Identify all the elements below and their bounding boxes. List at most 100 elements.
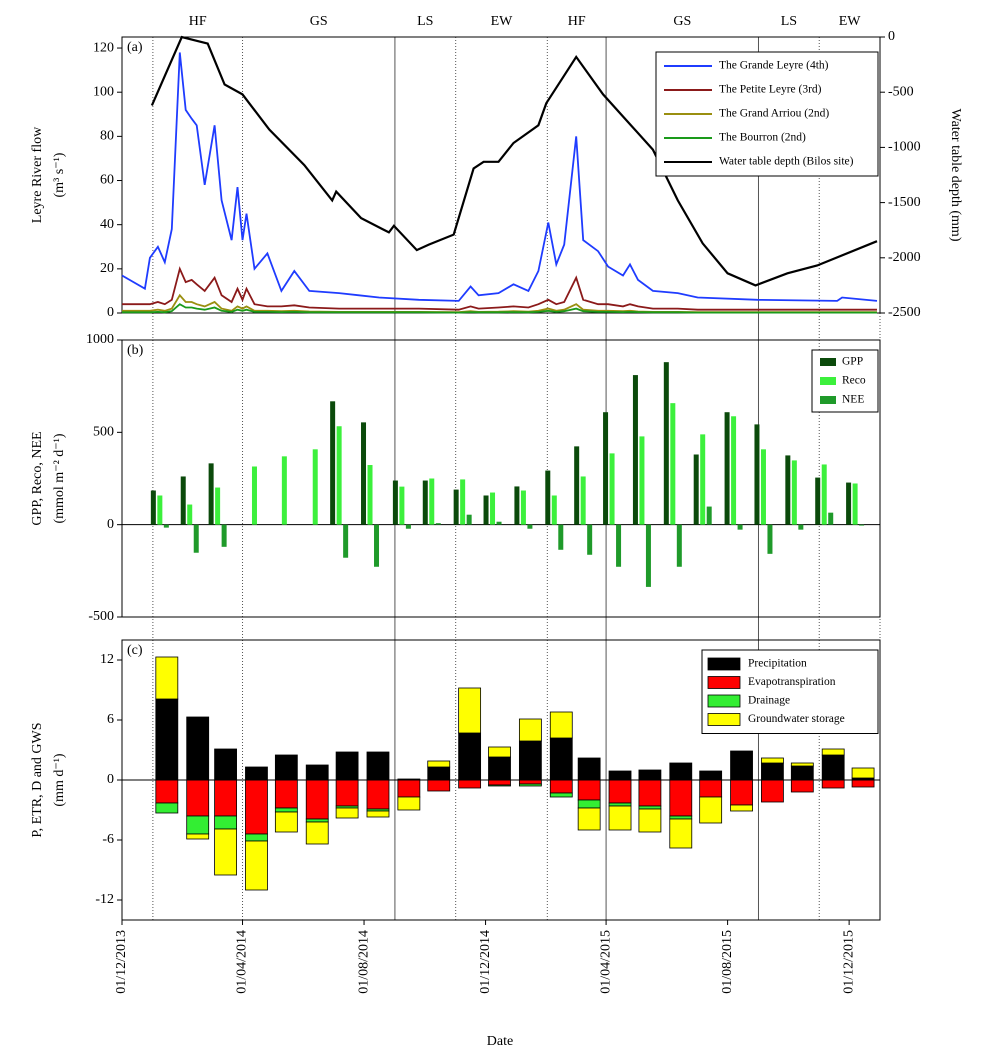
- bar-segment: [245, 766, 268, 781]
- bar-segment: [366, 779, 390, 810]
- bar-segment: [730, 779, 753, 806]
- bar: [791, 460, 797, 525]
- bar-segment: [274, 811, 298, 833]
- bar-segment: [274, 754, 298, 781]
- season-label: EW: [491, 14, 514, 29]
- x-tick-label: 01/12/2013: [114, 930, 129, 994]
- bar-segment: [335, 779, 359, 807]
- bar-segment: [397, 779, 421, 798]
- legend-label: The Petite Leyre (3rd): [719, 84, 822, 96]
- legend-swatch: [820, 396, 836, 404]
- bar: [587, 524, 593, 555]
- bar: [645, 524, 651, 587]
- y-tick-label: 0: [107, 517, 114, 532]
- bar: [429, 478, 435, 525]
- bar-segment: [638, 808, 662, 833]
- bar: [281, 456, 287, 525]
- bar: [374, 524, 380, 567]
- season-label: EW: [839, 14, 862, 29]
- legend-swatch: [820, 377, 836, 385]
- bar: [150, 490, 156, 525]
- y2-tick-label: 0: [888, 29, 895, 44]
- bar-segment: [761, 762, 784, 781]
- bar-segment: [155, 779, 179, 804]
- bar: [609, 453, 615, 525]
- bar: [399, 486, 405, 525]
- bar-segment: [305, 779, 329, 820]
- bar-segment: [427, 760, 451, 768]
- bar-segment: [458, 732, 482, 781]
- bar: [632, 375, 638, 525]
- legend-label: Groundwater storage: [748, 713, 845, 725]
- bar: [157, 495, 163, 525]
- bar: [670, 403, 676, 525]
- bar-segment: [669, 762, 693, 781]
- bar: [603, 412, 609, 525]
- bar: [435, 523, 441, 525]
- bar: [785, 455, 791, 525]
- series-line: [122, 266, 877, 311]
- legend-label: Drainage: [748, 695, 790, 707]
- bar-segment: [335, 807, 359, 819]
- legend-swatch: [707, 694, 741, 708]
- x-tick-label: 01/08/2015: [720, 930, 735, 994]
- bar-segment: [699, 796, 723, 824]
- bar-segment: [669, 818, 693, 849]
- y2-axis-label: Water table depth (mm): [948, 109, 963, 242]
- bar-segment: [851, 767, 875, 779]
- bar-segment: [549, 711, 573, 739]
- bar: [180, 476, 186, 525]
- legend-swatch: [820, 358, 836, 366]
- panel-label: (a): [127, 40, 143, 55]
- bar-segment: [305, 818, 329, 823]
- bar-segment: [699, 770, 723, 781]
- bar-segment: [730, 804, 753, 812]
- bar: [545, 470, 551, 525]
- bar-segment: [577, 807, 601, 831]
- y-tick-label: 120: [93, 40, 114, 55]
- season-label: LS: [417, 14, 433, 29]
- y2-tick-label: -2500: [888, 305, 921, 320]
- bar: [760, 449, 766, 525]
- y2-tick-label: -500: [888, 84, 914, 99]
- bar-segment: [518, 740, 542, 781]
- bar-segment: [366, 751, 390, 781]
- legend-label: The Bourron (2nd): [719, 132, 806, 144]
- bar-segment: [821, 754, 845, 781]
- bar-segment: [669, 779, 693, 817]
- bar: [852, 483, 858, 525]
- y-tick-label: 40: [100, 217, 114, 232]
- bar: [367, 465, 373, 525]
- y-axis-label: (mm d⁻¹): [52, 753, 67, 807]
- bar: [215, 487, 221, 525]
- y-tick-label: 6: [107, 712, 114, 727]
- legend-label: NEE: [842, 394, 864, 406]
- bar-segment: [214, 815, 237, 830]
- bar-segment: [761, 757, 784, 764]
- bar-segment: [214, 748, 237, 781]
- bar-segment: [488, 784, 511, 787]
- y2-tick-label: -2000: [888, 250, 921, 265]
- y-tick-label: 60: [100, 173, 114, 188]
- legend-label: Water table depth (Bilos site): [719, 156, 854, 168]
- bar: [422, 480, 428, 525]
- bar: [392, 480, 398, 525]
- y-axis-label: Leyre River flow: [30, 126, 45, 223]
- bar-segment: [186, 815, 210, 835]
- bar-segment: [577, 799, 601, 809]
- bar-segment: [186, 779, 210, 817]
- legend-label: Evapotranspiration: [748, 676, 836, 688]
- bar: [361, 422, 367, 525]
- bar-segment: [488, 779, 511, 786]
- bar: [798, 524, 804, 530]
- bar: [187, 504, 193, 525]
- bar: [330, 401, 336, 525]
- y-axis-label: P, ETR, D and GWS: [30, 722, 45, 837]
- bar-segment: [155, 698, 179, 781]
- plot-frame: [121, 339, 881, 618]
- season-label: GS: [310, 14, 328, 29]
- panel-label: (b): [127, 343, 144, 358]
- y2-tick-label: -1500: [888, 195, 921, 210]
- bar: [405, 524, 411, 529]
